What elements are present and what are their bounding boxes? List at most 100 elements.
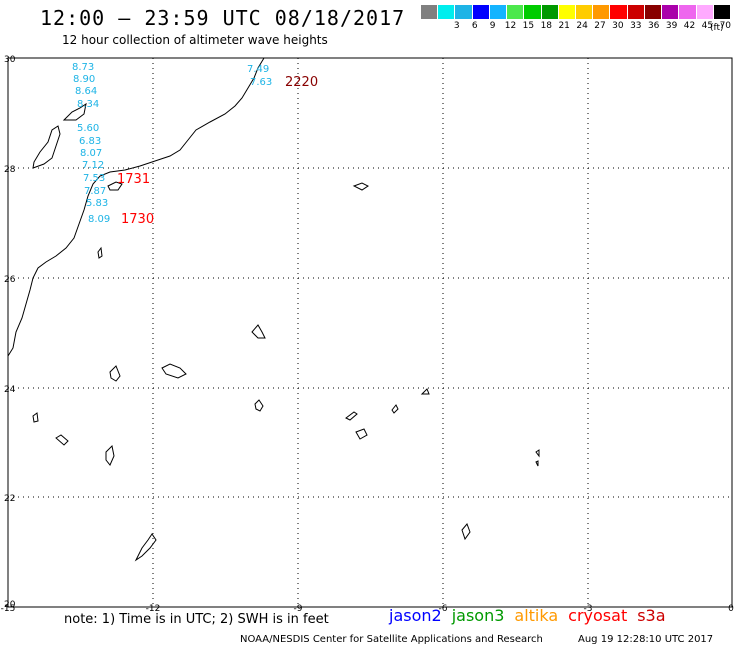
- color-swatch: [507, 5, 525, 19]
- island-outline: [535, 460, 539, 467]
- island-outline: [32, 412, 39, 423]
- map-subtitle: 12 hour collection of altimeter wave hei…: [62, 33, 328, 47]
- color-scale-label: 33: [630, 21, 642, 31]
- wave-height-value: 7.87: [84, 186, 106, 197]
- color-scale-swatches: [421, 5, 731, 19]
- color-swatch: [679, 5, 697, 19]
- color-scale-label: 42: [683, 21, 696, 31]
- satellite-legend: jason2 jason3 altika cryosat s3a: [389, 606, 666, 625]
- satellite-name: cryosat: [568, 606, 628, 625]
- lat-tick-label: 26: [4, 275, 16, 285]
- color-swatch: [489, 5, 508, 19]
- color-scale-label: 30: [612, 21, 624, 31]
- island-outline: [97, 246, 103, 259]
- lat-tick-label: 30: [4, 55, 16, 65]
- islands: [32, 102, 540, 562]
- wave-height-value: 8.64: [75, 86, 97, 97]
- lon-tick-label: -9: [294, 604, 303, 614]
- color-swatch: [455, 5, 473, 19]
- color-scale-label: 9: [489, 21, 496, 31]
- island-outline: [32, 125, 61, 169]
- island-outline: [254, 399, 264, 412]
- lat-tick-label: 22: [4, 494, 15, 504]
- color-swatch: [713, 5, 731, 19]
- color-swatch: [575, 5, 594, 19]
- wave-height-value: 8.73: [72, 62, 94, 73]
- wave-height-value: 5.83: [86, 198, 108, 209]
- wave-height-value: 7.49: [247, 64, 269, 75]
- color-swatch: [421, 5, 439, 19]
- island-outline: [134, 533, 157, 562]
- satellite-name: s3a: [637, 606, 666, 625]
- color-swatch: [524, 5, 542, 19]
- lon-tick-label: 0: [728, 604, 734, 614]
- wave-height-value: 8.09: [88, 214, 110, 225]
- island-outline: [251, 324, 266, 339]
- footnote: note: 1) Time is in UTC; 2) SWH is in fe…: [64, 612, 329, 627]
- island-outline: [107, 181, 123, 191]
- color-scale-label: 36: [647, 21, 660, 31]
- color-swatch: [558, 5, 576, 19]
- island-outline: [105, 444, 115, 466]
- color-scale-label: 39: [665, 21, 678, 31]
- pass-time-label: 2220: [285, 75, 318, 90]
- color-scale-label: 70: [719, 21, 732, 31]
- color-scale-label: 15: [522, 21, 535, 31]
- color-swatch: [696, 5, 714, 19]
- color-scale-legend: 3 6 9 12 15 18 21 24 27 30 33 36 39 42 45 70: [421, 5, 731, 35]
- wave-height-value: 5.60: [77, 123, 99, 134]
- wave-height-value: 8.90: [73, 74, 95, 85]
- generated-timestamp: Aug 19 12:28:10 UTC 2017: [578, 634, 714, 645]
- graticule: [8, 58, 732, 607]
- island-outline: [161, 363, 187, 379]
- wave-height-observations: 8.73 8.90 8.64 8.34 7.49 7.63 5.60 6.83 …: [72, 62, 272, 225]
- island-outline: [391, 404, 399, 414]
- color-swatch: [627, 5, 645, 19]
- color-swatch: [541, 5, 559, 19]
- island-outline: [420, 388, 430, 395]
- latitude-tick-labels: 30 28 26 24 22 20: [4, 55, 16, 610]
- color-swatch: [438, 5, 456, 19]
- color-swatch: [644, 5, 663, 19]
- longitude-tick-labels: -15 -12 -9 -6 -3 0: [1, 604, 734, 614]
- color-swatch: [610, 5, 628, 19]
- map-frame: [7, 57, 733, 608]
- pass-timestamps: 2220 1731 1730: [117, 75, 318, 227]
- color-swatch: [662, 5, 680, 19]
- lat-tick-label: 24: [4, 385, 16, 395]
- wave-height-value: 7.53: [83, 173, 105, 184]
- wave-height-value: 7.12: [82, 160, 104, 171]
- african-coastline: [7, 57, 265, 357]
- island-outline: [461, 523, 471, 541]
- credit-line: NOAA/NESDIS Center for Satellite Applica…: [240, 634, 543, 645]
- lon-tick-label: -15: [1, 604, 16, 614]
- island-outline: [62, 102, 87, 121]
- wave-height-value: 7.63: [250, 77, 272, 88]
- legend-units: (ft): [710, 23, 724, 33]
- island-outline: [535, 449, 540, 458]
- lon-tick-label: -3: [584, 604, 593, 614]
- color-scale-label: 27: [594, 21, 606, 31]
- satellite-name: jason2: [389, 606, 442, 625]
- color-scale-label: 3: [453, 21, 460, 31]
- wave-height-value: 6.83: [79, 136, 101, 147]
- island-outline: [355, 428, 368, 440]
- island-outline: [109, 365, 121, 382]
- color-swatch: [472, 5, 490, 19]
- color-scale-label: 24: [576, 21, 588, 31]
- lat-tick-label: 20: [4, 600, 16, 610]
- lon-tick-label: -6: [439, 604, 448, 614]
- satellite-name: jason3: [451, 606, 505, 625]
- color-scale-label: 45: [701, 21, 714, 31]
- island-outline: [352, 182, 369, 191]
- color-scale-label: 12: [504, 21, 517, 31]
- color-scale-labels: 3 6 9 12 15 18 21 24 27 30 33 36 39 42 45 70: [421, 19, 731, 33]
- island-outline: [55, 434, 69, 446]
- satellite-name: altika: [514, 606, 559, 625]
- color-scale-label: 21: [558, 21, 570, 31]
- pass-time-label: 1731: [117, 172, 150, 187]
- color-scale-label: 18: [540, 21, 553, 31]
- pass-time-label: 1730: [121, 212, 154, 227]
- color-swatch: [593, 5, 611, 19]
